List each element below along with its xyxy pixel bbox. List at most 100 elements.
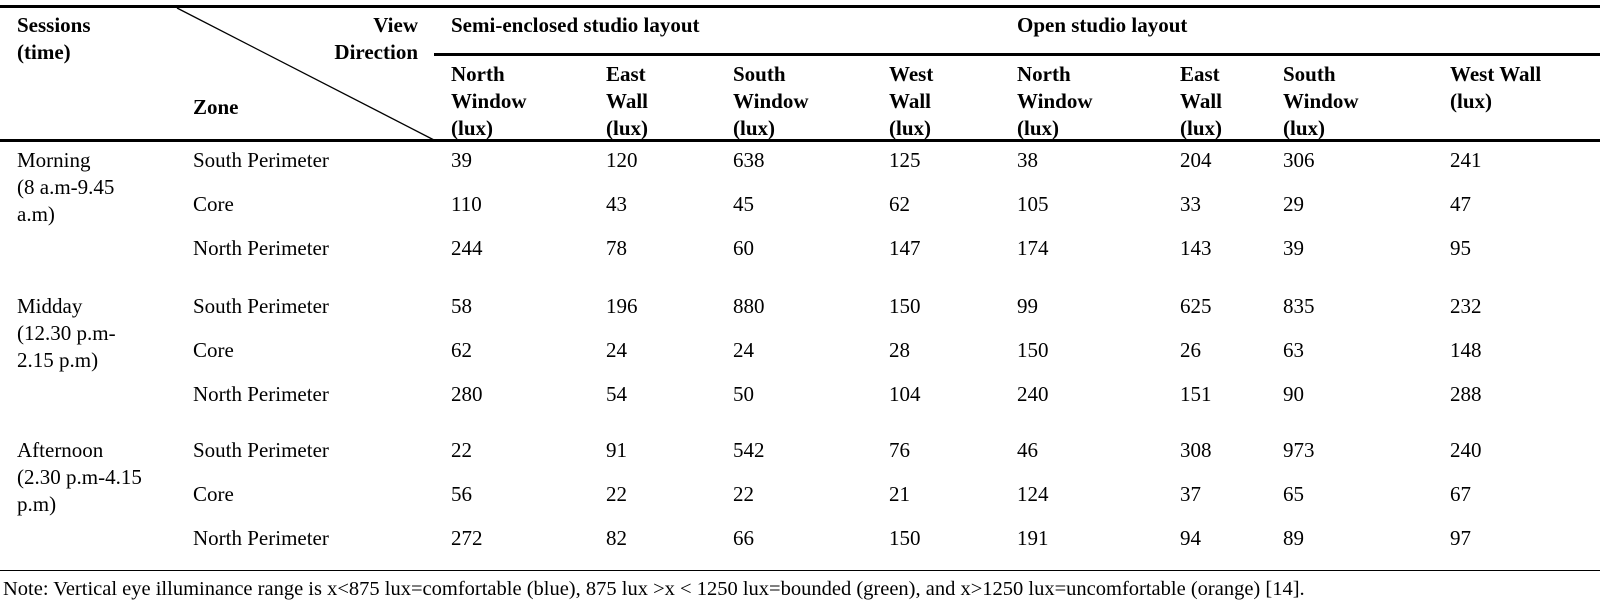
value-cell: 306 [1283,148,1315,172]
session-label: Afternoon (2.30 p.m-4.15 p.m) [17,438,142,516]
value-cell: 38 [1017,148,1038,172]
value-cell: 542 [733,438,765,462]
value-cell: 22 [606,482,627,506]
zone-cell: Core [193,338,234,362]
value-cell: 638 [733,148,765,172]
value-cell: 66 [733,526,754,550]
value-cell: 62 [451,338,472,362]
value-cell: 880 [733,294,765,318]
value-cell: 120 [606,148,638,172]
value-cell: 39 [451,148,472,172]
session-label: Morning (8 a.m-9.45 a.m) [17,148,115,226]
value-cell: 241 [1450,148,1482,172]
value-cell: 78 [606,236,627,260]
value-cell: 37 [1180,482,1201,506]
zone-cell: Core [193,482,234,506]
value-cell: 104 [889,382,921,406]
value-cell: 150 [1017,338,1049,362]
value-cell: 148 [1450,338,1482,362]
value-cell: 232 [1450,294,1482,318]
value-cell: 91 [606,438,627,462]
value-cell: 67 [1450,482,1471,506]
column-header: South Window (lux) [1283,62,1359,140]
value-cell: 45 [733,192,754,216]
value-cell: 28 [889,338,910,362]
top-rule [0,5,1600,8]
value-cell: 308 [1180,438,1212,462]
value-cell: 21 [889,482,910,506]
value-cell: 150 [889,294,921,318]
zone-cell: South Perimeter [193,438,329,462]
value-cell: 56 [451,482,472,506]
value-cell: 105 [1017,192,1049,216]
value-cell: 151 [1180,382,1212,406]
sessions-header: Sessions (time) [17,13,91,64]
table-bottom-rule [0,570,1600,571]
value-cell: 46 [1017,438,1038,462]
column-header: North Window (lux) [451,62,527,140]
column-header: North Window (lux) [1017,62,1093,140]
value-cell: 124 [1017,482,1049,506]
zone-cell: North Perimeter [193,236,329,260]
value-cell: 22 [733,482,754,506]
column-header: South Window (lux) [733,62,809,140]
value-cell: 97 [1450,526,1471,550]
value-cell: 147 [889,236,921,260]
value-cell: 62 [889,192,910,216]
value-cell: 58 [451,294,472,318]
value-cell: 65 [1283,482,1304,506]
value-cell: 150 [889,526,921,550]
session-label: Midday (12.30 p.m- 2.15 p.m) [17,294,116,372]
value-cell: 99 [1017,294,1038,318]
value-cell: 24 [733,338,754,362]
value-cell: 204 [1180,148,1212,172]
value-cell: 125 [889,148,921,172]
group-header-open: Open studio layout [1017,13,1188,37]
value-cell: 191 [1017,526,1049,550]
value-cell: 835 [1283,294,1315,318]
value-cell: 60 [733,236,754,260]
value-cell: 174 [1017,236,1049,260]
value-cell: 240 [1450,438,1482,462]
value-cell: 90 [1283,382,1304,406]
value-cell: 47 [1450,192,1471,216]
value-cell: 54 [606,382,627,406]
value-cell: 43 [606,192,627,216]
value-cell: 272 [451,526,483,550]
value-cell: 625 [1180,294,1212,318]
column-header: East Wall (lux) [606,62,649,140]
value-cell: 973 [1283,438,1315,462]
header-bottom-rule [0,139,1600,142]
value-cell: 76 [889,438,910,462]
zone-cell: South Perimeter [193,294,329,318]
value-cell: 26 [1180,338,1201,362]
value-cell: 29 [1283,192,1304,216]
column-header: West Wall (lux) [889,62,934,140]
value-cell: 288 [1450,382,1482,406]
view-direction-header: View Direction [334,13,418,64]
group-rule [434,53,1600,56]
table-note: Note: Vertical eye illuminance range is … [3,578,1305,600]
value-cell: 280 [451,382,483,406]
column-header: West Wall (lux) [1450,62,1542,113]
value-cell: 110 [451,192,482,216]
column-header: East Wall (lux) [1180,62,1223,140]
group-header-semi-enclosed: Semi-enclosed studio layout [451,13,700,37]
value-cell: 50 [733,382,754,406]
value-cell: 240 [1017,382,1049,406]
value-cell: 22 [451,438,472,462]
value-cell: 33 [1180,192,1201,216]
value-cell: 63 [1283,338,1304,362]
value-cell: 244 [451,236,483,260]
value-cell: 95 [1450,236,1471,260]
value-cell: 39 [1283,236,1304,260]
zone-cell: South Perimeter [193,148,329,172]
zone-cell: North Perimeter [193,382,329,406]
value-cell: 94 [1180,526,1201,550]
value-cell: 143 [1180,236,1212,260]
value-cell: 82 [606,526,627,550]
value-cell: 196 [606,294,638,318]
zone-cell: North Perimeter [193,526,329,550]
value-cell: 24 [606,338,627,362]
